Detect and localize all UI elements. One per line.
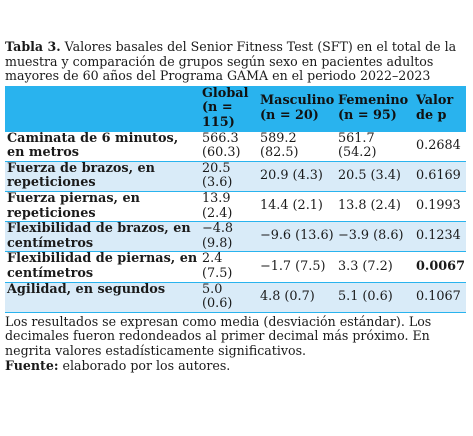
header-p-value: Valor de p (416, 93, 454, 123)
header-row: Global (n = 115) Masculino (n = 20) Feme… (5, 85, 466, 132)
cell-p-value: 0.1234 (416, 228, 461, 244)
caption-text: Valores basales del Senior Fitness Test … (5, 39, 457, 84)
table-row: Fuerza piernas, en repeticiones 13.9 (2.4… (5, 190, 466, 222)
header-masculino: Masculino (n = 20) (260, 93, 335, 123)
cell-global: 2.4 (7.5) (202, 251, 233, 281)
cell-global: 566.3 (60.3) (202, 130, 241, 161)
row-label: Fuerza piernas, en repeticiones (7, 190, 140, 221)
cell-global: 5.0 (0.6) (202, 281, 233, 312)
header-femenino: Femenino (n = 95) (338, 93, 409, 123)
notes-text: Los resultados se expresan como media (d… (5, 313, 432, 359)
cell-masculino: 14.4 (2.1) (260, 198, 323, 214)
cell-p-value: 0.0067 (416, 258, 465, 274)
caption-label: Tabla 3. (5, 39, 61, 54)
cell-p-value: 0.1993 (416, 198, 461, 214)
cell-femenino: 13.8 (2.4) (338, 198, 401, 214)
table-body: Caminata de 6 minutos, en metros 566.3 (6… (5, 130, 466, 313)
table-row: Agilidad, en segundos 5.0 (0.6) 4.8 (0.7) 5… (5, 281, 466, 313)
table-row: Flexibilidad de brazos, en centímetros −4… (5, 221, 466, 252)
cell-femenino: 5.1 (0.6) (338, 288, 393, 304)
cell-global: 20.5 (3.6) (202, 160, 233, 191)
header-empty (5, 86, 200, 132)
cell-femenino: 561.7 (54.2) (338, 130, 377, 161)
row-label: Caminata de 6 minutos, en metros (7, 130, 179, 161)
row-label: Flexibilidad de piernas, en centímetros (7, 251, 198, 281)
results-table: Global (n = 115) Masculino (n = 20) Feme… (5, 85, 466, 313)
table-row: Caminata de 6 minutos, en metros 566.3 (6… (5, 130, 466, 162)
header-global: Global (n = 115) (202, 85, 249, 130)
row-label: Fuerza de brazos, en repeticiones (7, 160, 155, 191)
cell-global: 13.9 (2.4) (202, 190, 233, 221)
cell-femenino: 3.3 (7.2) (338, 258, 393, 274)
cell-global: −4.8 (9.8) (202, 221, 234, 251)
cell-masculino: 4.8 (0.7) (260, 288, 315, 304)
table-caption: Tabla 3. Valores basales del Senior Fitn… (5, 39, 466, 84)
source-label: Fuente: (5, 358, 59, 374)
source-text: elaborado por los autores. (62, 358, 231, 374)
cell-femenino: 20.5 (3.4) (338, 168, 401, 184)
cell-masculino: −9.6 (13.6) (260, 228, 334, 244)
table-figure: Tabla 3. Valores basales del Senior Fitn… (5, 39, 466, 374)
cell-p-value: 0.2684 (416, 137, 461, 153)
cell-femenino: −3.9 (8.6) (338, 228, 404, 244)
row-label: Flexibilidad de brazos, en centímetros (7, 221, 191, 251)
cell-masculino: 589.2 (82.5) (260, 130, 299, 161)
row-label: Agilidad, en segundos (7, 281, 166, 297)
cell-p-value: 0.6169 (416, 168, 461, 184)
table-row: Fuerza de brazos, en repeticiones 20.5 (3… (5, 160, 466, 192)
cell-masculino: −1.7 (7.5) (260, 258, 326, 274)
table-notes: Los resultados se expresan como media (d… (5, 313, 466, 374)
table-row: Flexibilidad de piernas, en centímetros 2… (5, 251, 466, 282)
cell-masculino: 20.9 (4.3) (260, 168, 323, 184)
cell-p-value: 0.1067 (416, 288, 461, 304)
